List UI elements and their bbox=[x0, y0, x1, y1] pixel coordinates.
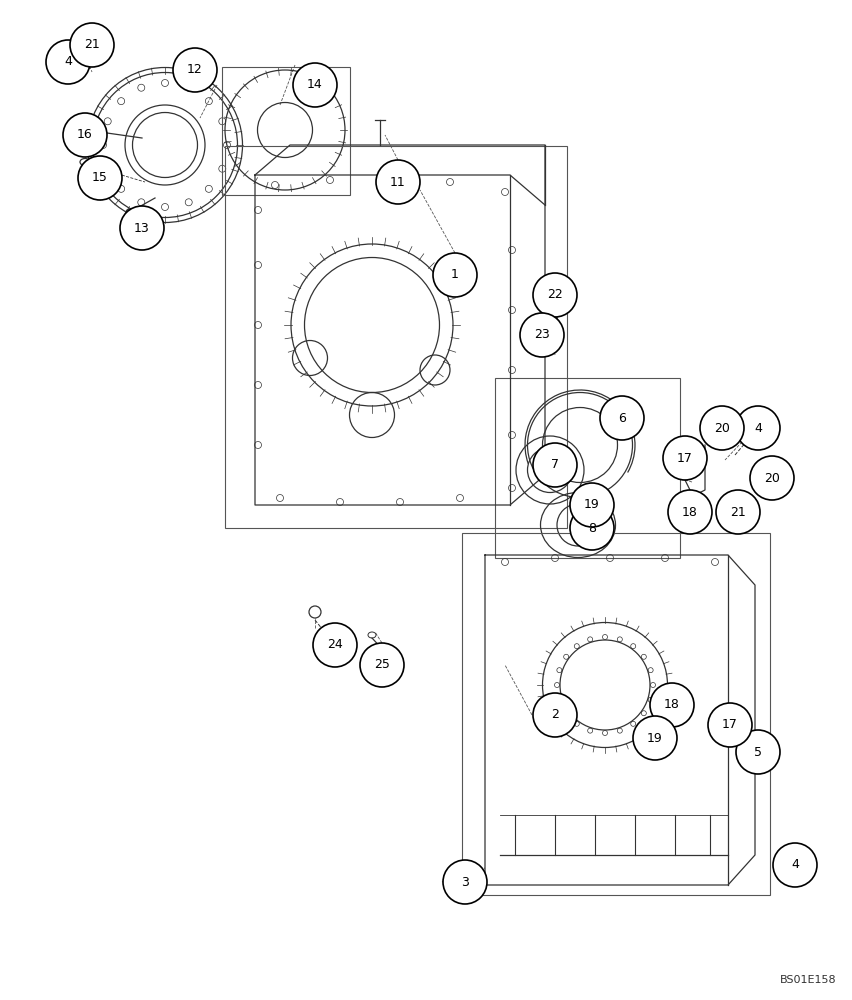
Text: 2: 2 bbox=[551, 708, 559, 722]
Text: 14: 14 bbox=[307, 79, 323, 92]
Circle shape bbox=[700, 406, 744, 450]
Text: 1: 1 bbox=[451, 268, 459, 282]
Text: 20: 20 bbox=[764, 472, 780, 485]
Text: 19: 19 bbox=[584, 498, 600, 512]
Circle shape bbox=[313, 623, 357, 667]
Circle shape bbox=[533, 443, 577, 487]
Circle shape bbox=[533, 693, 577, 737]
Text: 12: 12 bbox=[187, 63, 203, 76]
Circle shape bbox=[78, 156, 122, 200]
Text: 21: 21 bbox=[84, 38, 100, 51]
Circle shape bbox=[750, 456, 794, 500]
Bar bbox=[222, 67, 350, 195]
Text: 17: 17 bbox=[677, 452, 693, 464]
Text: 7: 7 bbox=[551, 458, 559, 472]
Circle shape bbox=[716, 490, 760, 534]
Circle shape bbox=[63, 113, 107, 157]
Text: 4: 4 bbox=[791, 858, 799, 871]
Circle shape bbox=[46, 40, 90, 84]
Text: 18: 18 bbox=[682, 506, 698, 518]
Text: 21: 21 bbox=[730, 506, 746, 518]
Circle shape bbox=[600, 396, 644, 440]
Text: 4: 4 bbox=[64, 55, 72, 68]
Text: 13: 13 bbox=[134, 222, 150, 234]
Text: 20: 20 bbox=[714, 422, 730, 434]
Text: 24: 24 bbox=[327, 639, 343, 652]
Circle shape bbox=[773, 843, 817, 887]
Circle shape bbox=[533, 273, 577, 317]
Bar bbox=[225, 146, 567, 528]
Text: 5: 5 bbox=[754, 746, 762, 758]
Circle shape bbox=[668, 490, 712, 534]
Text: 19: 19 bbox=[648, 732, 663, 744]
Circle shape bbox=[376, 160, 420, 204]
Bar bbox=[462, 533, 770, 895]
Circle shape bbox=[520, 313, 564, 357]
Circle shape bbox=[173, 48, 217, 92]
Text: BS01E158: BS01E158 bbox=[780, 975, 837, 985]
Circle shape bbox=[736, 406, 780, 450]
Text: 6: 6 bbox=[618, 412, 626, 424]
Text: 25: 25 bbox=[374, 658, 390, 672]
Circle shape bbox=[570, 483, 614, 527]
Text: 18: 18 bbox=[664, 698, 680, 712]
Circle shape bbox=[708, 703, 752, 747]
Circle shape bbox=[120, 206, 164, 250]
Circle shape bbox=[650, 683, 694, 727]
Circle shape bbox=[433, 253, 477, 297]
Text: 8: 8 bbox=[588, 522, 596, 534]
Text: 11: 11 bbox=[390, 176, 406, 188]
Text: 4: 4 bbox=[754, 422, 762, 434]
Text: 15: 15 bbox=[92, 171, 108, 184]
Circle shape bbox=[663, 436, 707, 480]
Circle shape bbox=[736, 730, 780, 774]
Text: 16: 16 bbox=[78, 128, 93, 141]
Circle shape bbox=[70, 23, 114, 67]
Circle shape bbox=[633, 716, 677, 760]
Circle shape bbox=[443, 860, 487, 904]
Circle shape bbox=[360, 643, 404, 687]
Text: 22: 22 bbox=[547, 288, 563, 302]
Text: 23: 23 bbox=[534, 328, 550, 342]
Bar bbox=[495, 378, 680, 558]
Text: 17: 17 bbox=[722, 718, 738, 732]
Circle shape bbox=[293, 63, 337, 107]
Circle shape bbox=[570, 506, 614, 550]
Text: 3: 3 bbox=[461, 876, 469, 888]
